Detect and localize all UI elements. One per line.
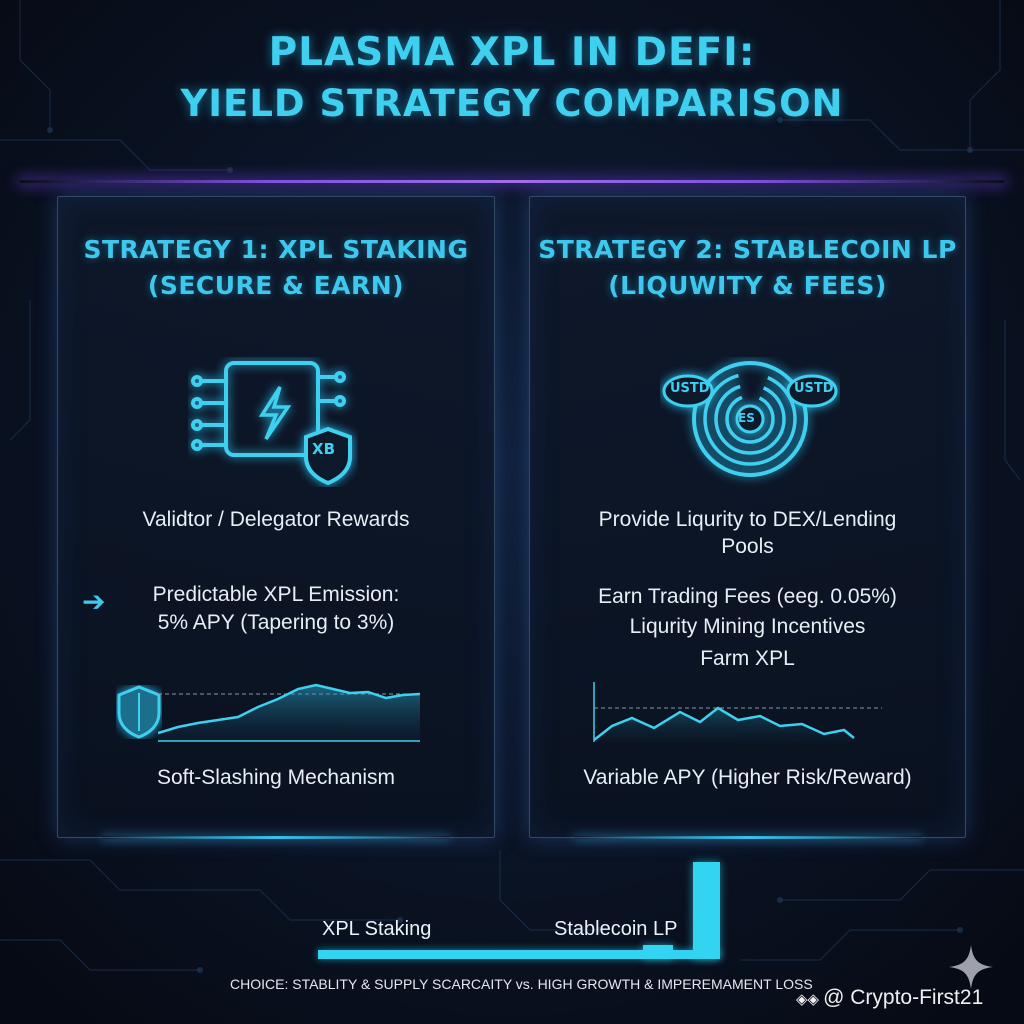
strategy1-reward-text: Validtor / Delegator Rewards [142,508,410,531]
strategy2-panel: STRATEGY 2: STABLECOIN LP (LIQUWITY & FE… [529,196,966,839]
strategy1-subheading: (SECURE & EARN) [147,271,405,300]
strategy1-heading: STRATEGY 1: XPL STAKING [83,235,469,264]
strategy2-provide-line2: Pools [721,535,774,558]
strategy1-panel: STRATEGY 1: XPL STAKING (SECURE & EARN) … [57,196,495,839]
lp-tall-bar [693,862,720,959]
liquidity-swirl-icon [662,361,838,477]
strategy2-footer: Variable APY (Higher Risk/Reward) [583,766,912,789]
strategy2-apy-chart [593,682,882,742]
strategy1-icon-badge: XB [312,440,335,458]
arrow-right-icon: ➔ [82,585,106,618]
label-stablecoin-lp: Stablecoin LP [554,918,678,940]
strategy2-subheading: (LIQUWITY & FEES) [608,271,887,300]
strategy1-apy-chart [158,683,420,742]
strategy1-footer: Soft-Slashing Mechanism [156,766,396,789]
page-title-line1: PLASMA XPL IN DEFI: [268,30,756,75]
page-title-line2: YIELD STRATEGY COMPARISON [180,82,844,125]
lp-small-bar [643,945,673,959]
chip-shield-icon [191,361,352,486]
strategy2-fees-line1: Earn Trading Fees (eeg. 0.05%) [598,585,897,608]
staking-baseline-bar [318,950,720,959]
strategy2-fees-line2: Liqurity Mining Incentives [629,615,866,638]
coin-right-label: USTD [794,381,834,396]
watermark-logo-icon: ◈◈ [796,991,820,1008]
strategy2-fees-line3: Farm XPL [700,647,795,670]
strategy2-heading: STRATEGY 2: STABLECOIN LP [538,235,957,264]
label-xpl-staking: XPL Staking [322,918,432,940]
strategy1-emission-line1: Predictable XPL Emission: [152,583,400,606]
watermark-handle: @ Crypto-First21 [823,986,984,1009]
choice-caption: CHOICE: STABLITY & SUPPLY SCARCAITY vs. … [230,976,813,992]
watermark: ◈◈ @ Crypto-First21 [796,986,983,1010]
strategy2-provide-line1: Provide Liqurity to DEX/Lending [598,508,897,531]
coin-left-label: USTD [670,381,710,396]
divider-glow [20,180,1004,183]
coin-center-label: ES [738,411,755,425]
sparkle-icon [949,945,993,989]
shield-icon [117,685,161,739]
strategy1-emission-line2: 5% APY (Tapering to 3%) [157,611,395,634]
